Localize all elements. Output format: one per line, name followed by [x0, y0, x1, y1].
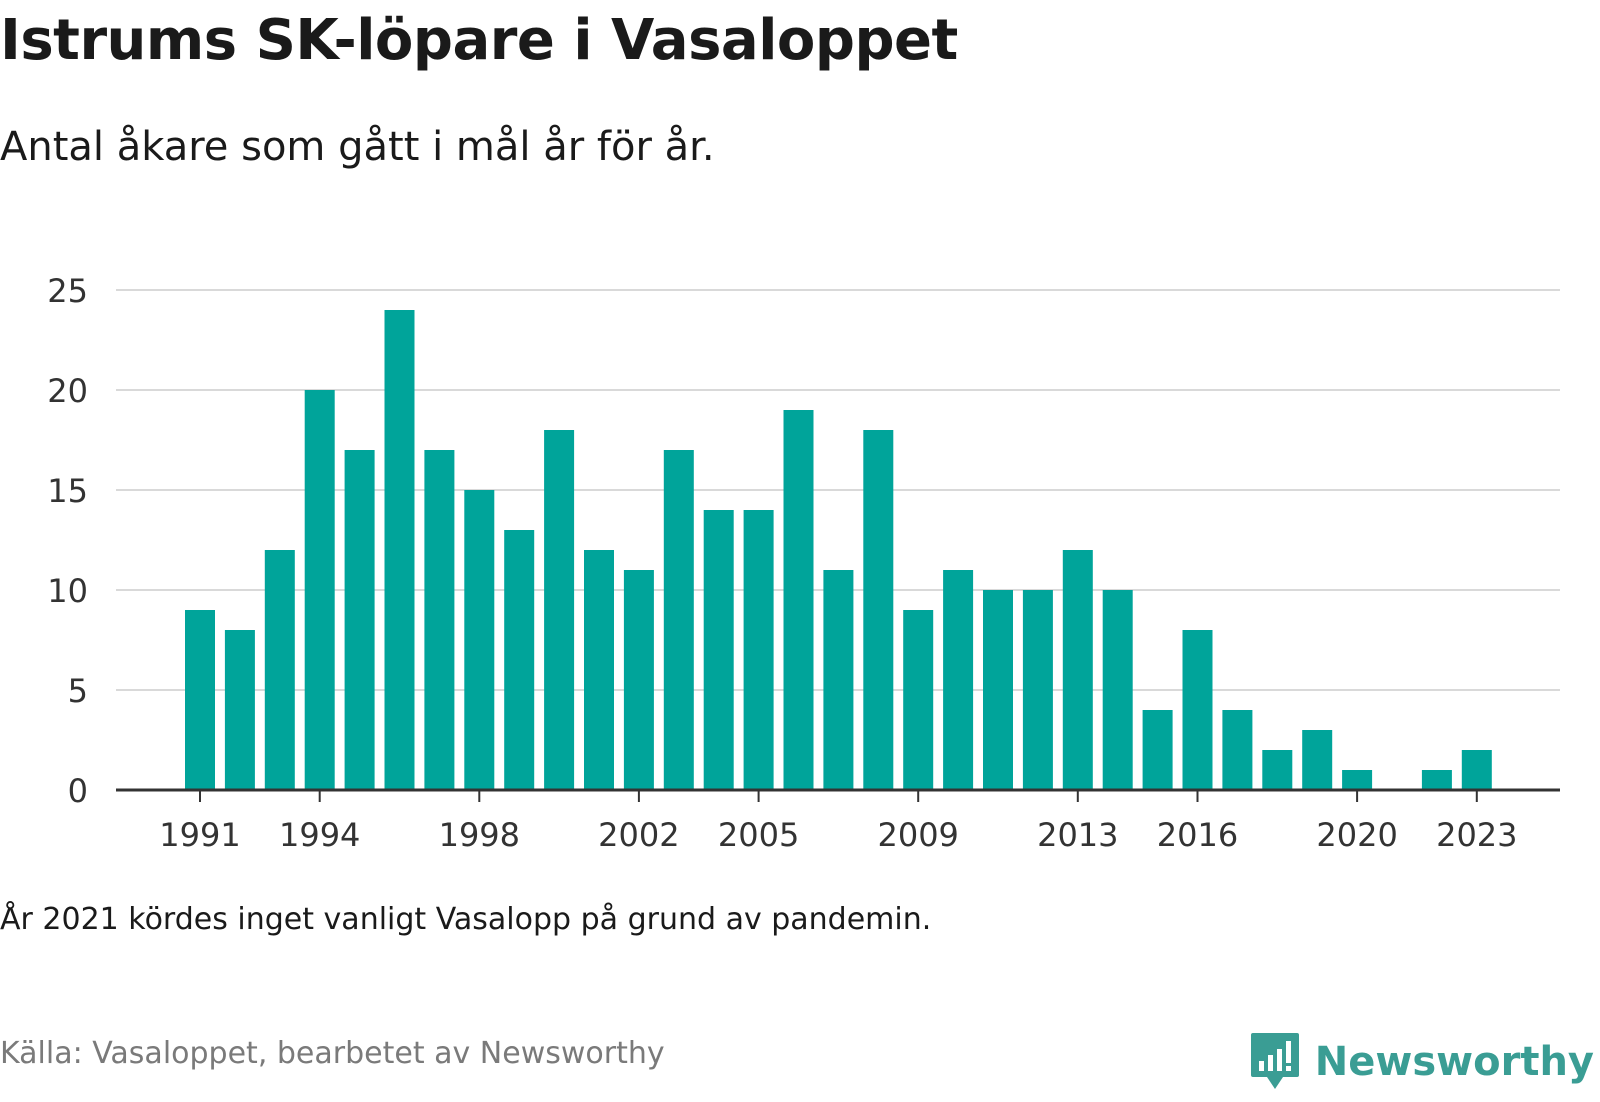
bar-2002 [623, 570, 654, 790]
bar-2015 [1142, 710, 1173, 790]
x-tick-label: 1998 [439, 816, 520, 854]
y-tick-label: 20 [47, 372, 88, 410]
bar-2000 [544, 430, 575, 790]
bar-2011 [983, 590, 1013, 790]
x-tick-label: 2005 [718, 816, 799, 854]
chart-note: År 2021 kördes inget vanligt Vasalopp på… [0, 902, 932, 937]
chart-subtitle: Antal åkare som gått i mål år för år. [0, 124, 715, 170]
bar-2017 [1222, 710, 1253, 790]
x-tick-label: 2013 [1037, 816, 1118, 854]
chart-title: Istrums SK-löpare i Vasaloppet [0, 8, 958, 73]
bar-2003 [663, 450, 694, 790]
y-axis-labels: 0 5 10 15 20 25 [47, 272, 88, 810]
y-tick-label: 10 [47, 572, 88, 610]
y-tick-label: 5 [68, 672, 88, 710]
x-tick-label: 1991 [159, 816, 240, 854]
y-tick-label: 0 [68, 772, 88, 810]
bar-2019 [1302, 730, 1333, 790]
x-tick-label: 1994 [279, 816, 360, 854]
bar-2022 [1421, 770, 1452, 790]
x-axis-ticks: 1991 1994 1998 2002 2005 2009 2013 2016 2020 2023 [159, 790, 1518, 854]
bar-2007 [823, 570, 854, 790]
bar-2012 [1022, 590, 1053, 790]
source-label: Källa: Vasaloppet, bearbetet av Newswort… [0, 1036, 665, 1071]
bar-1999 [504, 530, 535, 790]
y-tick-label: 15 [47, 472, 88, 510]
bar-2008 [863, 430, 894, 790]
bar-2005 [743, 510, 774, 790]
logo-text: Newsworthy [1314, 1039, 1594, 1085]
x-tick-label: 2002 [598, 816, 679, 854]
bar-2010 [943, 570, 974, 790]
bar-1995 [344, 450, 375, 790]
x-tick-label: 2023 [1436, 816, 1517, 854]
x-tick-label: 2020 [1316, 816, 1397, 854]
bar-2018 [1262, 750, 1293, 790]
bar-2009 [903, 610, 934, 790]
bar-1997 [424, 450, 455, 790]
bar-2006 [783, 410, 814, 790]
x-tick-label: 2009 [877, 816, 958, 854]
bar-2001 [584, 550, 614, 790]
x-tick-label: 2016 [1157, 816, 1238, 854]
bars [185, 310, 1492, 790]
bar-1991 [185, 610, 215, 790]
bar-2013 [1062, 550, 1093, 790]
bar-1994 [304, 390, 335, 790]
bar-1996 [384, 310, 415, 790]
chart-bubble-icon [1250, 1033, 1299, 1089]
y-tick-label: 25 [47, 272, 88, 310]
bar-chart: 0 5 10 15 20 25 1991 1994 1998 2002 2005 2009 2013 2… [47, 272, 1560, 854]
bar-1992 [224, 630, 255, 790]
bar-1993 [264, 550, 295, 790]
newsworthy-logo: Newsworthy [1249, 1022, 1594, 1102]
bar-2004 [703, 510, 734, 790]
bar-2023 [1461, 750, 1492, 790]
bar-2020 [1342, 770, 1373, 790]
bar-2014 [1102, 590, 1133, 790]
bar-2016 [1182, 630, 1213, 790]
bar-1998 [464, 490, 495, 790]
